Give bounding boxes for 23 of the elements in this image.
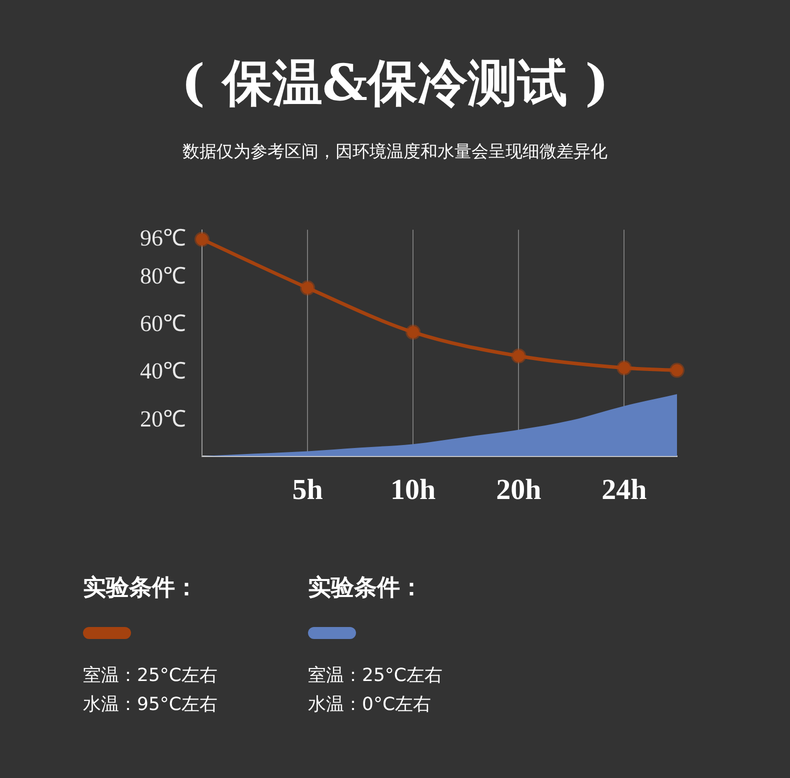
y-tick-label: 60℃ xyxy=(140,311,186,336)
point xyxy=(194,232,210,247)
point xyxy=(616,360,632,376)
x-tick-label: 20h xyxy=(496,474,542,506)
point xyxy=(670,362,684,378)
text: 实验条件： xyxy=(308,574,424,603)
y-tick-label: 40℃ xyxy=(140,358,186,384)
chart-title: ( 保温&保冷测试 ) xyxy=(180,52,610,114)
y-tick-label: 96℃ xyxy=(140,225,186,250)
text: 实验条件： xyxy=(83,574,199,603)
y-tick-label: 80℃ xyxy=(140,263,186,288)
chart-subtitle: 数据仅为参考区间，因环境温度和水量会呈现细微差异化 xyxy=(182,141,608,163)
x-tick-label: 10h xyxy=(390,474,436,506)
text: 室温：25°C左右 xyxy=(83,664,218,688)
y-tick-label: 20℃ xyxy=(140,406,186,432)
point xyxy=(300,280,316,296)
point xyxy=(406,324,421,340)
text: 水温：0°C左右 xyxy=(308,693,432,717)
text: 水温：95°C左右 xyxy=(83,693,218,717)
x-tick-label: 24h xyxy=(602,474,647,506)
x-tick-label: 5h xyxy=(292,474,323,506)
text: 室温：25°C左右 xyxy=(308,664,442,688)
point xyxy=(511,348,526,364)
